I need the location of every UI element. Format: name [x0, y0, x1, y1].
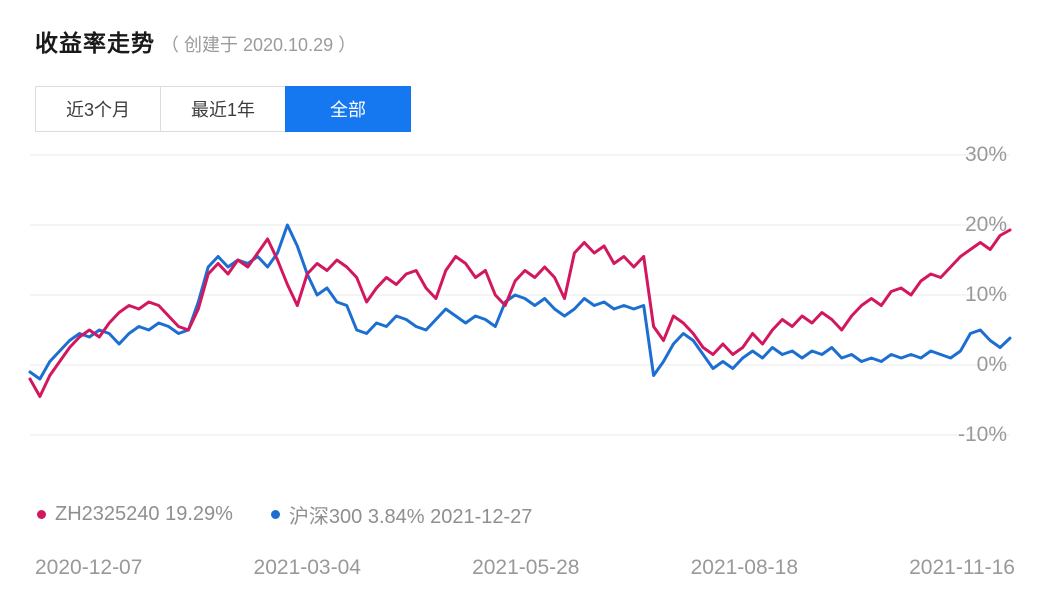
portfolio-series-dot-icon [37, 510, 46, 519]
tab-3-months[interactable]: 近3个月 [35, 86, 161, 132]
tab-all[interactable]: 全部 [285, 86, 411, 132]
page-title: 收益率走势 [35, 30, 155, 56]
x-axis-label-5: 2021-11-16 [909, 556, 1015, 579]
legend-portfolio-label: ZH2325240 19.29% [55, 503, 233, 525]
time-range-tabs: 近3个月 最近1年 全部 [35, 86, 411, 132]
legend-benchmark-label: 沪深300 3.84% 2021-12-27 [288, 506, 533, 528]
y-axis-label-10: 10% [964, 283, 1007, 306]
y-axis-label-0: 0% [976, 353, 1007, 376]
tab-1-year[interactable]: 最近1年 [160, 86, 286, 132]
y-axis-label-30: 30% [964, 143, 1007, 166]
legend-item-benchmark: 沪深300 3.84% 2021-12-27 [270, 500, 533, 529]
chart-legend: ZH2325240 19.29% 沪深300 3.84% 2021-12-27 [37, 500, 532, 529]
y-axis-label-neg10: -10% [957, 423, 1007, 446]
header: 收益率走势 （ 创建于 2020.10.29 ） [35, 24, 356, 58]
legend-item-portfolio: ZH2325240 19.29% [37, 503, 233, 526]
series-line-沪深300 [28, 223, 1012, 381]
created-date-subtitle: （ 创建于 2020.10.29 ） [161, 35, 357, 55]
series-line-ZH2325240 [28, 228, 1012, 398]
x-axis-label-2: 2021-03-04 [253, 556, 361, 579]
y-axis-label-20: 20% [964, 213, 1007, 236]
x-axis-label-4: 2021-08-18 [690, 556, 799, 579]
x-axis-labels: 2020-12-07 2021-03-04 2021-05-28 2021-08… [35, 556, 1015, 580]
x-axis-label-3: 2021-05-28 [472, 556, 580, 579]
x-axis-label-1: 2020-12-07 [35, 556, 143, 579]
benchmark-series-dot-icon [270, 510, 280, 519]
